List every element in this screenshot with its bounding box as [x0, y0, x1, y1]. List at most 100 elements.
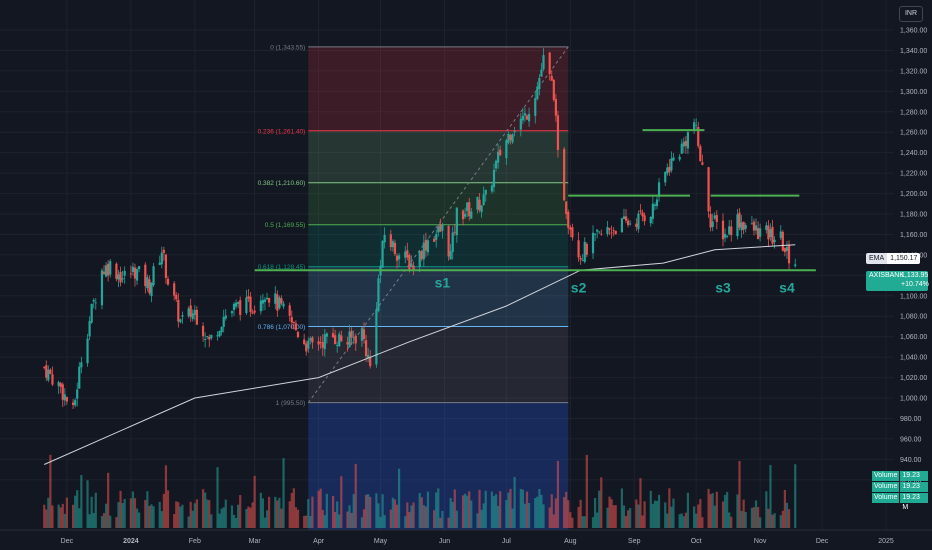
currency-button[interactable]: INR — [899, 6, 923, 22]
candle-body — [451, 232, 454, 253]
volume-bar — [620, 488, 624, 528]
volume-bar — [187, 516, 190, 528]
candle-body — [649, 217, 652, 224]
volume-bar — [119, 490, 122, 528]
volume-bar — [759, 517, 762, 528]
x-tick-label: Aug — [564, 538, 577, 545]
volume-bar — [43, 504, 46, 528]
candle-body — [251, 312, 254, 314]
candle-body — [759, 228, 762, 237]
candle-body — [453, 231, 456, 233]
candle-body — [490, 185, 494, 192]
candle-body — [234, 302, 238, 307]
volume-bar — [107, 472, 110, 528]
volume-bar — [505, 500, 508, 528]
volume-bar — [754, 500, 758, 528]
volume-bar — [420, 497, 423, 528]
candle-body — [129, 273, 132, 275]
candle-body — [525, 115, 529, 120]
candle-body — [383, 235, 386, 243]
candle-body — [771, 226, 774, 244]
annotations: s1 s2 s3 s4 — [435, 274, 795, 295]
y-tick-label: 1,020.00 — [900, 375, 927, 382]
volume-bar — [497, 505, 500, 528]
candle-body — [47, 369, 50, 381]
x-tick-label: Dec — [61, 538, 74, 545]
candle-body — [148, 279, 151, 294]
volume-bar — [369, 496, 372, 528]
volume-bar — [162, 493, 165, 528]
volume-bar — [412, 502, 415, 528]
volume-bar — [721, 501, 725, 528]
volume-bar — [115, 517, 118, 528]
candle-body — [639, 210, 642, 212]
volume-bar — [695, 513, 698, 528]
volume-bar — [100, 516, 104, 528]
candle-body — [713, 215, 716, 219]
volume-bar — [569, 512, 572, 528]
volume-bar — [309, 516, 312, 528]
candle-body — [290, 317, 293, 323]
y-tick-label: 980.00 — [900, 416, 922, 423]
candle-body — [131, 266, 135, 272]
candle-body — [74, 400, 77, 406]
volume-bar — [624, 516, 628, 528]
candle-body — [785, 247, 789, 251]
volume-bar — [655, 500, 659, 528]
candle-body — [624, 216, 628, 221]
candle-body — [309, 338, 312, 341]
volume-bar — [239, 495, 242, 528]
candle-body — [635, 223, 638, 227]
volume-bar — [468, 491, 471, 528]
candle-body — [464, 213, 467, 217]
y-tick-label: 1,080.00 — [900, 314, 927, 321]
volume-bar — [121, 503, 124, 528]
volume-bar — [274, 496, 277, 528]
candle-body — [317, 341, 320, 345]
candle-body — [278, 297, 281, 309]
candle-body — [352, 337, 355, 339]
ema-price-tag: EMA 1,150.17 — [866, 253, 926, 264]
candlesticks — [43, 47, 797, 410]
volume-bar — [86, 480, 89, 528]
volume-bar — [435, 492, 438, 528]
y-tick-label: 1,040.00 — [900, 355, 927, 362]
volume-bar — [511, 508, 514, 528]
candle-body — [626, 220, 630, 226]
volume-bar — [150, 504, 153, 528]
volume-bar — [470, 500, 473, 528]
time-axis[interactable]: Dec 2024 Feb Mar Apr May Jun Jul Aug Sep Oct Nov Dec… — [0, 529, 932, 545]
candle-body — [744, 225, 747, 229]
y-tick-label: 940.00 — [900, 457, 922, 464]
candle-body — [138, 266, 141, 270]
candle-body — [424, 239, 427, 251]
volume-bar — [129, 498, 132, 528]
volume-bar — [715, 491, 718, 528]
candle-body — [253, 310, 256, 313]
volume-bar — [49, 454, 52, 528]
volume-bar — [144, 500, 147, 528]
volume-bar — [230, 505, 234, 528]
candle-body — [622, 216, 626, 220]
candle-body — [426, 240, 430, 253]
candle-body — [292, 321, 295, 324]
volume-bar — [422, 505, 425, 528]
volume-bar — [220, 508, 223, 528]
candle-body — [193, 309, 196, 316]
candle-body — [767, 225, 770, 240]
x-tick-label: Feb — [189, 538, 201, 545]
fib-level-label: 0.5 (1,169.55) — [265, 222, 305, 229]
candle-body — [499, 149, 502, 156]
candle-body — [230, 311, 234, 314]
volume-bar — [117, 502, 120, 528]
candle-body — [410, 263, 413, 268]
fib-level-label: 0.786 (1,070.00) — [258, 324, 306, 331]
volume-bar — [635, 499, 638, 528]
candle-body — [210, 334, 213, 339]
volume-bar — [158, 501, 161, 528]
candle-body — [672, 157, 675, 161]
trend-lines[interactable] — [254, 129, 816, 272]
candle-body — [610, 232, 613, 234]
volume-bar — [131, 491, 135, 528]
